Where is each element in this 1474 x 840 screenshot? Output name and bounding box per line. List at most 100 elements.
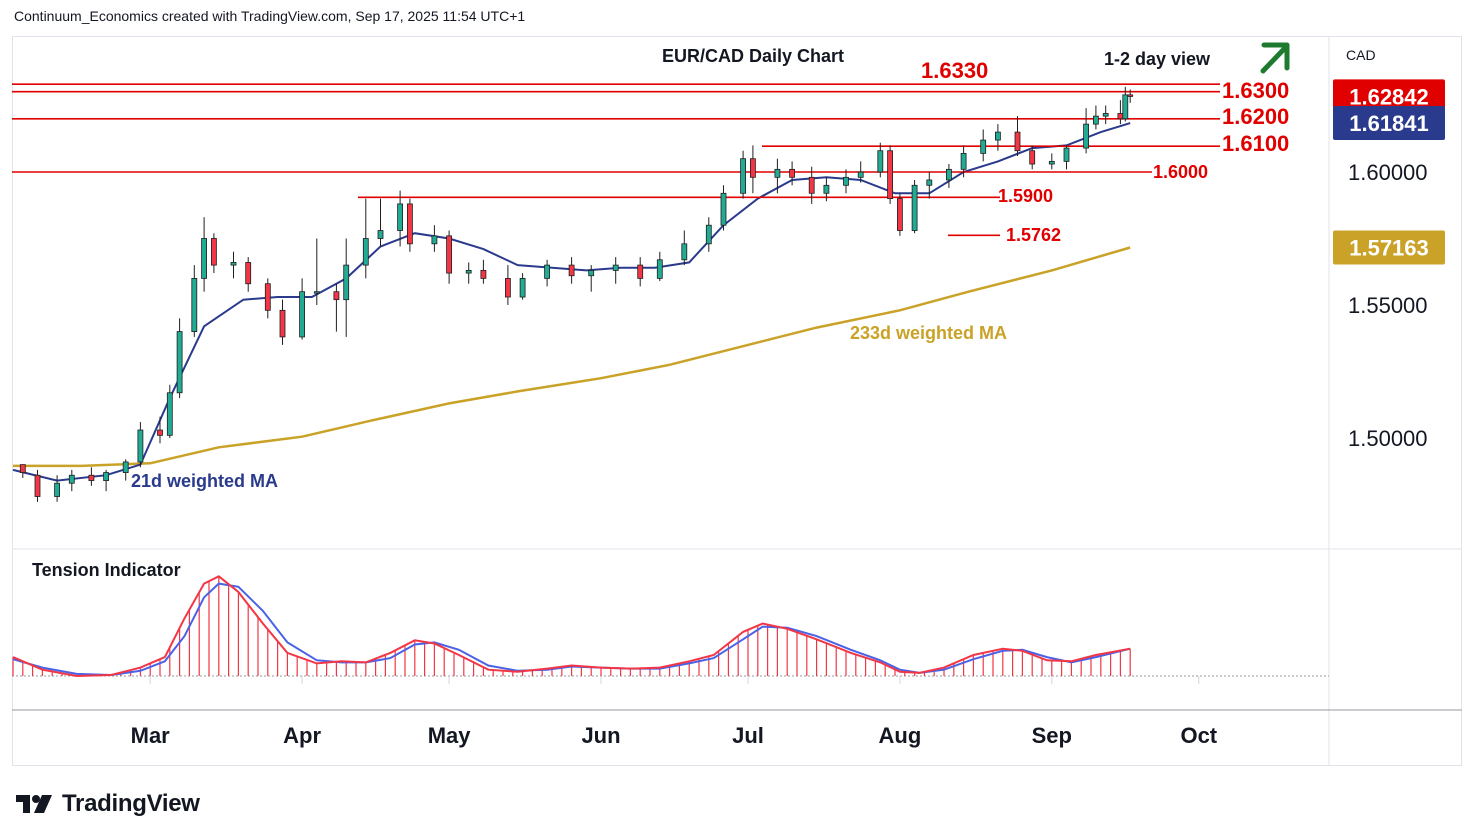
candle (544, 259, 550, 287)
candle (637, 257, 644, 287)
candle (897, 193, 903, 236)
candle (1048, 153, 1055, 170)
candle (54, 475, 60, 502)
candle (230, 251, 237, 279)
tradingview-brand[interactable]: TradingView (16, 790, 200, 818)
x-tick-label-aug: Aug (879, 723, 922, 748)
level-label-1.5900: 1.5900 (998, 186, 1053, 206)
level-label-1.6100: 1.6100 (1222, 131, 1289, 156)
ma21-layer (12, 122, 1131, 482)
candle (857, 161, 864, 183)
candle (176, 318, 183, 399)
candle (750, 145, 756, 194)
candle (1102, 105, 1109, 125)
candle (245, 257, 252, 292)
candle (588, 265, 595, 292)
candle (431, 225, 438, 252)
x-tick-label-oct: Oct (1180, 723, 1217, 748)
candle (157, 416, 163, 444)
candle (313, 238, 320, 305)
ma233-line (13, 246, 1131, 468)
candle (1083, 108, 1089, 154)
candle (480, 259, 487, 284)
up-right-arrow-icon (1260, 42, 1290, 74)
svg-text:1.57163: 1.57163 (1349, 235, 1429, 260)
candle (681, 230, 688, 266)
candle (210, 233, 217, 274)
candle (166, 384, 173, 438)
candle (362, 198, 369, 279)
level-label-1.6200: 1.6200 (1222, 104, 1289, 129)
candle (877, 142, 884, 178)
candle (568, 257, 575, 284)
candle (720, 185, 727, 231)
candle (68, 469, 75, 492)
y-tick-label: 1.55000 (1348, 293, 1428, 318)
candle (299, 278, 306, 340)
candle (465, 262, 472, 284)
ma21-line (12, 122, 1131, 482)
candle (843, 169, 849, 194)
candle (705, 217, 712, 252)
candle (612, 257, 619, 284)
candle (343, 238, 350, 337)
candle (774, 158, 781, 194)
candle (504, 265, 511, 305)
tension-main-line (12, 575, 1131, 678)
candle (1127, 89, 1134, 103)
tension-layer (12, 575, 1131, 678)
candle (122, 459, 129, 481)
candle (656, 251, 663, 282)
candle (191, 265, 198, 337)
candle (808, 166, 815, 204)
candle (103, 469, 109, 492)
candle (911, 179, 918, 234)
candle (980, 129, 987, 162)
candle (264, 278, 271, 319)
tradingview-logo-icon (16, 795, 52, 813)
candle (887, 145, 893, 204)
candle (333, 283, 340, 332)
candle (377, 198, 384, 247)
view-annotation: 1-2 day view (1104, 49, 1211, 69)
candle (446, 230, 453, 284)
candle (1093, 105, 1099, 130)
ma233-layer (13, 246, 1131, 468)
candle (740, 150, 746, 199)
level-label-1.6300: 1.6300 (1222, 78, 1289, 103)
candle (960, 145, 967, 178)
candle (201, 217, 208, 292)
candle (823, 177, 830, 202)
ma233-label: 233d weighted MA (850, 323, 1007, 343)
candles-layer (19, 86, 1134, 502)
tension-signal-line (12, 582, 1131, 677)
candle (789, 161, 795, 186)
y-tick-label: 1.50000 (1348, 426, 1428, 451)
candle (946, 164, 952, 188)
level-label-1.5762: 1.5762 (1006, 225, 1061, 245)
svg-text:1.61841: 1.61841 (1349, 111, 1429, 136)
candle (137, 422, 144, 468)
chart-credit: Continuum_Economics created with Trading… (14, 8, 526, 24)
ma21-label: 21d weighted MA (131, 471, 278, 491)
level-label-1.6000: 1.6000 (1153, 162, 1208, 182)
x-tick-label-jul: Jul (732, 723, 764, 748)
level-label-1.6330: 1.6330 (921, 58, 988, 83)
x-tick-label-sep: Sep (1032, 723, 1072, 748)
candle (519, 273, 526, 300)
x-tick-label-mar: Mar (131, 723, 171, 748)
tradingview-wordmark: TradingView (62, 790, 200, 817)
x-axis-labels: Mar Apr May Jun Jul Aug Sep Oct (131, 676, 1218, 748)
candle (34, 469, 41, 502)
price-badge-1.57163: 1.57163 (1333, 230, 1445, 265)
candle (397, 190, 404, 247)
candle (995, 124, 1001, 151)
candle (1014, 116, 1021, 157)
y-axis-ticks: 1.50000 1.55000 1.60000 (1348, 160, 1428, 451)
chart-title: EUR/CAD Daily Chart (662, 46, 844, 66)
candle (88, 467, 95, 486)
candle (1122, 86, 1129, 122)
